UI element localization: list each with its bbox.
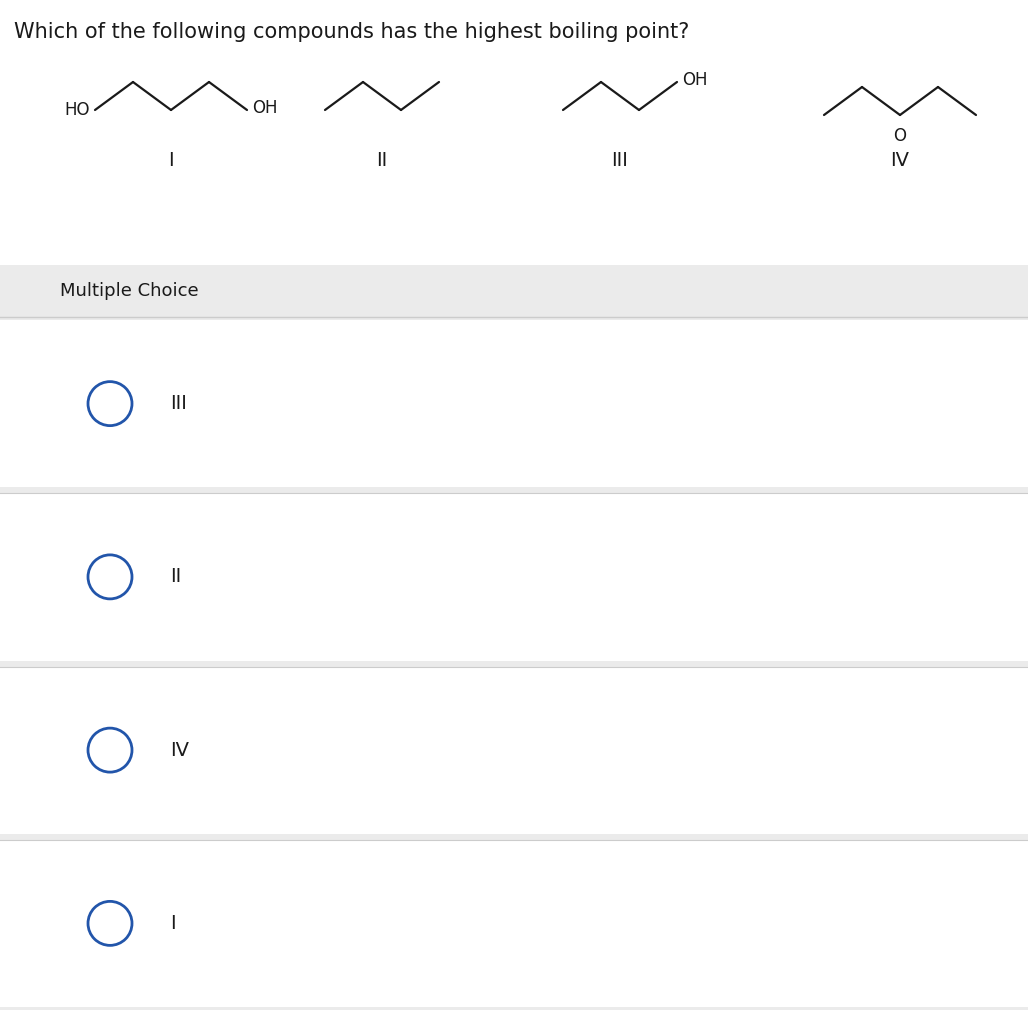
Text: OH: OH (682, 71, 707, 89)
Text: OH: OH (252, 99, 278, 117)
Text: III: III (612, 150, 628, 170)
Text: IV: IV (170, 740, 189, 760)
Text: IV: IV (890, 150, 910, 170)
Text: III: III (170, 394, 187, 413)
Text: O: O (893, 127, 907, 145)
Text: Multiple Choice: Multiple Choice (60, 282, 198, 300)
Text: I: I (169, 150, 174, 170)
Bar (0, 667, 1028, 833)
Bar (0, 320, 1028, 487)
Bar (0, 317, 1028, 1010)
Text: II: II (376, 150, 388, 170)
Bar (0, 493, 1028, 661)
Text: HO: HO (65, 101, 90, 119)
Bar (0, 265, 1028, 317)
Bar (0, 839, 1028, 1007)
Text: II: II (170, 568, 181, 587)
Text: Which of the following compounds has the highest boiling point?: Which of the following compounds has the… (14, 22, 690, 42)
Text: I: I (170, 914, 176, 933)
